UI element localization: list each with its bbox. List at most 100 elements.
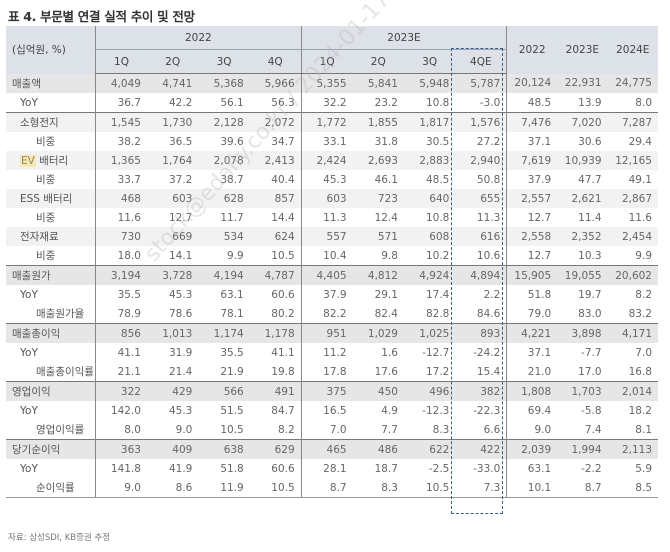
row-label: 매출액 — [6, 73, 96, 93]
row-label: YoY — [6, 285, 96, 304]
table-cell: 629 — [249, 439, 302, 459]
table-cell: 5,368 — [198, 73, 250, 93]
table-cell: 37.1 — [506, 132, 558, 151]
table-cell: 5,841 — [352, 73, 404, 93]
table-cell: 3,728 — [146, 265, 199, 285]
table-cell: 46.1 — [352, 170, 404, 189]
table-cell: 2,424 — [300, 151, 353, 170]
table-cell: 363 — [95, 439, 147, 459]
row-label: 영업이익 — [6, 381, 96, 401]
table-cell: 41.1 — [95, 343, 147, 362]
table-cell: 42.2 — [146, 93, 199, 113]
table-cell: 18.7 — [352, 459, 404, 478]
row-label: 비중 — [6, 208, 96, 227]
table-cell: 10.5 — [249, 478, 302, 498]
table-cell: 39.6 — [198, 132, 250, 151]
table-cell: 7,619 — [506, 151, 558, 170]
table-cell: 82.4 — [352, 304, 404, 324]
row-label: YoY — [6, 93, 96, 113]
table-cell: 32.2 — [300, 93, 353, 113]
table-row: YoY 35.5 45.3 63.1 60.6 37.9 29.1 17.4 2.2 51.8 19… — [6, 285, 658, 304]
table-cell: 1,808 — [506, 381, 558, 401]
table-cell: 11.3 — [455, 208, 507, 227]
table-cell: 78.6 — [146, 304, 199, 324]
table-cell: 45.3 — [300, 170, 353, 189]
quarter-header: 2Q — [352, 49, 404, 74]
table-cell: 82.2 — [300, 304, 353, 324]
table-cell: 15.4 — [455, 362, 507, 382]
table-cell: 2,039 — [506, 439, 558, 459]
table-cell: 29.1 — [352, 285, 404, 304]
table-cell: 48.5 — [506, 93, 558, 113]
table-cell: 1,703 — [557, 381, 608, 401]
table-row: 매출총이익률 21.1 21.4 21.9 19.8 17.8 17.6 17.2 15.4 21… — [6, 362, 658, 382]
quarter-header: 1Q — [300, 49, 353, 74]
table-cell: 21.1 — [95, 362, 147, 382]
table-cell: 17.0 — [557, 362, 608, 382]
table-cell: 10.3 — [557, 246, 608, 266]
table-cell: 2,413 — [249, 151, 302, 170]
table-cell: 21.0 — [506, 362, 558, 382]
table-cell: 50.8 — [455, 170, 507, 189]
table-cell: 10.5 — [198, 420, 250, 440]
table-row: YoY 142.0 45.3 51.5 84.7 16.5 4.9 -12.3 -22.3 69.… — [6, 401, 658, 420]
table-row: 전자재료 730 669 534 624 557 571 608 616 2,558 2,352 2,… — [6, 227, 658, 246]
table-cell: 8.0 — [607, 93, 658, 113]
table-cell: 18.0 — [95, 246, 147, 266]
table-cell: 2,078 — [198, 151, 250, 170]
table-cell: 48.5 — [403, 170, 456, 189]
row-label: ESS 배터리 — [6, 189, 96, 208]
table-cell: 1,545 — [95, 112, 147, 132]
table-cell: 5,355 — [300, 73, 353, 93]
table-cell: 45.3 — [146, 285, 199, 304]
row-label: YoY — [6, 459, 96, 478]
table-cell: 17.2 — [403, 362, 456, 382]
table-cell: 2,940 — [455, 151, 507, 170]
annual-header-2023e: 2023E — [557, 26, 608, 74]
table-cell: 14.1 — [146, 246, 199, 266]
table-cell: 1,174 — [198, 323, 250, 343]
table-cell: 8.1 — [607, 420, 658, 440]
table-cell: -7.7 — [557, 343, 608, 362]
table-cell: 34.7 — [249, 132, 302, 151]
table-cell: 35.5 — [95, 285, 147, 304]
table-cell: 35.5 — [198, 343, 250, 362]
table-cell: 2,557 — [506, 189, 558, 208]
table-cell: 27.2 — [455, 132, 507, 151]
table-row: 비중 33.7 37.2 38.7 40.4 45.3 46.1 48.5 50.8 37.9 47… — [6, 170, 658, 189]
table-cell: 10.5 — [403, 478, 456, 498]
table-cell: 1,025 — [403, 323, 456, 343]
table-row: 매출액 4,049 4,741 5,368 5,966 5,355 5,841 5,948 5,… — [6, 73, 658, 93]
table-row: 비중 18.0 14.1 9.9 10.5 10.4 9.8 10.2 10.6 12.7 10.3… — [6, 246, 658, 266]
table-cell: 84.6 — [455, 304, 507, 324]
table-cell: 2,128 — [198, 112, 250, 132]
table-cell: 8.7 — [557, 478, 608, 498]
table-cell: 8.3 — [403, 420, 456, 440]
table-cell: 468 — [95, 189, 147, 208]
table-cell: 10.2 — [403, 246, 456, 266]
table-cell: 10.8 — [403, 208, 456, 227]
table-cell: 18.2 — [607, 401, 658, 420]
table-cell: 603 — [146, 189, 199, 208]
table-cell: 1,764 — [146, 151, 199, 170]
table-cell: 12.4 — [352, 208, 404, 227]
table-cell: 893 — [455, 323, 507, 343]
table-cell: 19.8 — [249, 362, 302, 382]
table-cell: 1,365 — [95, 151, 147, 170]
table-cell: 557 — [300, 227, 353, 246]
table-cell: -2.5 — [403, 459, 456, 478]
financial-table: (십억원, %) 2022 2023E 2022 2023E 2024E 1Q … — [6, 26, 658, 498]
table-cell: -5.8 — [557, 401, 608, 420]
table-cell: 7,020 — [557, 112, 608, 132]
table-cell: 486 — [352, 439, 404, 459]
table-row: ESS 배터리 468 603 628 857 603 723 640 655 2,557 2,62… — [6, 189, 658, 208]
table-row: EV 배터리 1,365 1,764 2,078 2,413 2,424 2,693 2,88… — [6, 151, 658, 170]
annual-header-2022: 2022 — [506, 26, 558, 74]
year-header-2023e: 2023E — [300, 26, 507, 50]
table-cell: 80.2 — [249, 304, 302, 324]
table-cell: 31.9 — [146, 343, 199, 362]
table-cell: 51.8 — [506, 285, 558, 304]
table-cell: 82.8 — [403, 304, 456, 324]
table-cell: 37.9 — [506, 170, 558, 189]
table-cell: 142.0 — [95, 401, 147, 420]
